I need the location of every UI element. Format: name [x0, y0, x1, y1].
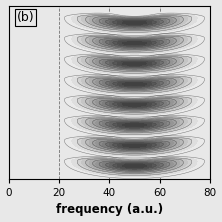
X-axis label: frequency (a.u.): frequency (a.u.) — [56, 203, 163, 216]
Text: (b): (b) — [17, 11, 34, 24]
